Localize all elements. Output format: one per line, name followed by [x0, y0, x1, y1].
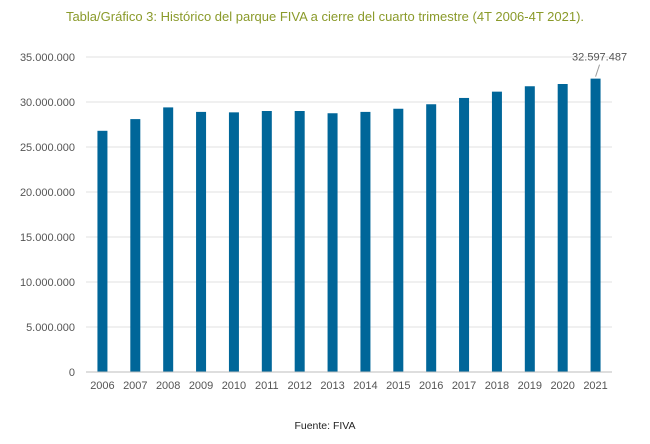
- bar-2020: [557, 84, 568, 372]
- y-tick-label: 35.000.000: [20, 52, 75, 64]
- bar-2016: [426, 104, 437, 372]
- gridlines: [86, 56, 612, 328]
- x-tick-label: 2013: [320, 380, 344, 392]
- x-tick-label: 2019: [518, 380, 542, 392]
- source-note: Fuente: FIVA: [294, 420, 356, 432]
- bar-2010: [228, 112, 239, 372]
- bar-2006: [97, 130, 108, 372]
- bar-2011: [261, 111, 272, 372]
- bar-2013: [327, 113, 338, 372]
- bars: [97, 78, 601, 373]
- y-tick-label: 20.000.000: [20, 187, 75, 199]
- x-tick-label: 2011: [255, 380, 279, 392]
- y-tick-label: 25.000.000: [20, 142, 75, 154]
- bar-2008: [163, 107, 174, 373]
- y-tick-label: 0: [69, 367, 75, 379]
- x-tick-label: 2016: [419, 380, 443, 392]
- x-tick-label: 2014: [353, 380, 377, 392]
- y-tick-label: 15.000.000: [20, 232, 75, 244]
- y-tick-label: 10.000.000: [20, 277, 75, 289]
- x-tick-label: 2006: [90, 380, 114, 392]
- bar-2018: [491, 91, 502, 373]
- x-tick-label: 2009: [189, 380, 213, 392]
- bar-2009: [196, 111, 207, 373]
- data-label-leader: [595, 64, 601, 77]
- labels: 0 5.000.000 10.000.000 15.000.000 20.000.000…: [20, 52, 627, 392]
- x-tick-label: 2020: [550, 380, 574, 392]
- x-tick-label: 2017: [452, 380, 476, 392]
- bar-2019: [524, 86, 535, 372]
- x-tick-label: 2012: [287, 380, 311, 392]
- data-label: 32.597.487: [572, 52, 627, 64]
- bar-2014: [360, 111, 371, 373]
- x-tick-label: 2018: [485, 380, 509, 392]
- y-tick-label: 30.000.000: [20, 97, 75, 109]
- bar-2021: [590, 78, 601, 372]
- bar-2015: [393, 108, 404, 372]
- x-tick-label: 2021: [583, 380, 607, 392]
- bar-2007: [130, 119, 141, 372]
- bar-2017: [459, 97, 470, 372]
- chart-title: Tabla/Gráfico 3: Histórico del parque FI…: [65, 9, 585, 24]
- x-tick-label: 2007: [123, 380, 147, 392]
- x-tick-label: 2008: [156, 380, 180, 392]
- bar-2012: [294, 111, 305, 372]
- y-tick-label: 5.000.000: [26, 322, 75, 334]
- x-tick-label: 2010: [222, 380, 246, 392]
- x-tick-label: 2015: [386, 380, 410, 392]
